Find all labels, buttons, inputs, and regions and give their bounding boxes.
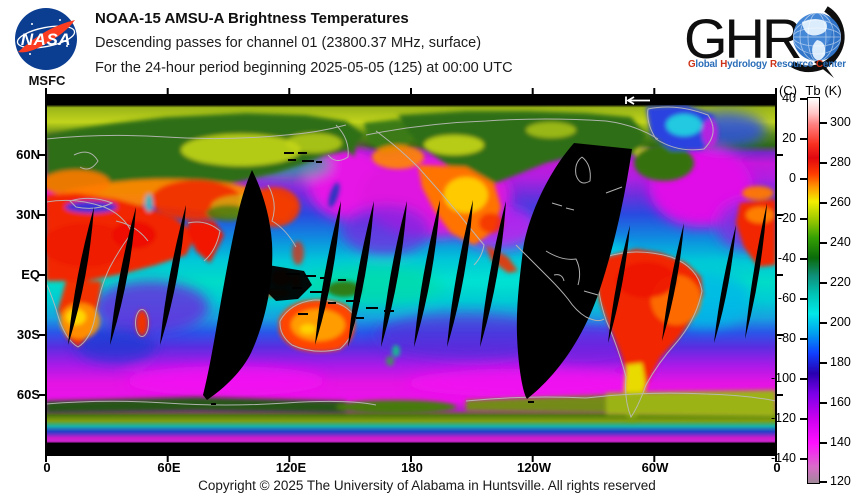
lon-label-120w: 120W [517, 460, 551, 475]
celsius-tick-label: 0 [789, 171, 796, 185]
copyright-notice: Copyright © 2025 The University of Alaba… [198, 478, 656, 493]
colorbar-quantity-label: Tb [805, 83, 821, 98]
colorbar-gradient [807, 97, 820, 484]
tagline-lead: C [816, 59, 823, 70]
celsius-tick-label: 20 [782, 131, 796, 145]
lat-label-30n: 30N [16, 207, 40, 222]
svg-text:NASA: NASA [21, 30, 71, 49]
kelvin-tick-label: 300 [830, 115, 851, 129]
celsius-tick-label: -140 [770, 451, 796, 465]
ghrc-tagline: Global Hydrology Resource Center [688, 59, 854, 70]
celsius-tick-label: -40 [777, 251, 796, 265]
kelvin-tick-label: 120 [830, 474, 851, 488]
kelvin-tick-label: 280 [830, 155, 851, 169]
lat-label-60s: 60S [16, 387, 40, 402]
kelvin-tick-label: 260 [830, 195, 851, 209]
colorbar-kelvin-unit: (K) [824, 83, 842, 98]
lat-label-60n: 60N [16, 147, 40, 162]
celsius-tick-label: -100 [770, 371, 796, 385]
lon-label-180: 180 [401, 460, 423, 475]
subtitle-period: For the 24-hour period beginning 2025-05… [95, 60, 513, 76]
msfc-label: MSFC [28, 73, 66, 88]
lon-label-0w: 0 [43, 460, 51, 475]
kelvin-tick-label: 140 [830, 435, 851, 449]
tagline-rest: esource [776, 59, 814, 70]
celsius-tick-label: 40 [782, 91, 796, 105]
tagline-lead: H [720, 59, 728, 70]
lon-label-0e: 0 [773, 460, 781, 475]
kelvin-tick-label: 180 [830, 355, 851, 369]
kelvin-tick-label: 240 [830, 235, 851, 249]
lon-label-60w: 60W [641, 460, 669, 475]
ghrc-logo: GHR [686, 6, 845, 78]
colorbar-celsius-unit: (C) [778, 83, 798, 98]
tagline-lead: R [769, 59, 777, 70]
tagline-rest: enter [822, 59, 846, 70]
celsius-tick-label: -80 [777, 331, 796, 345]
tagline-rest: ydrology [727, 59, 767, 70]
kelvin-tick-label: 220 [830, 275, 851, 289]
latitude-ticks [39, 154, 783, 396]
map-frame [39, 88, 783, 462]
coastlines [46, 106, 776, 419]
tagline-lead: G [688, 59, 696, 70]
lon-label-60e: 60E [157, 460, 181, 475]
kelvin-tick-label: 200 [830, 315, 851, 329]
map-raster [46, 95, 776, 455]
celsius-tick-label: -20 [777, 211, 796, 225]
subtitle-channel: Descending passes for channel 01 (23800.… [95, 35, 482, 51]
tagline-rest: lobal [695, 59, 718, 70]
kelvin-tick-label: 160 [830, 395, 851, 409]
coastlines-over-swath [515, 156, 623, 322]
page-title: NOAA-15 AMSU-A Brightness Temperatures [95, 10, 409, 27]
celsius-tick-label: -120 [770, 411, 796, 425]
left-arrow-icon [625, 96, 650, 105]
brightness-temperature-map [39, 88, 783, 462]
nasa-meatball-logo: NASA [15, 8, 77, 70]
no-data-swaths [68, 95, 767, 405]
lat-label-eq: EQ [21, 267, 40, 282]
lat-label-30s: 30S [16, 327, 40, 342]
lon-label-120e: 120E [275, 460, 307, 475]
ghrc-letters: GHR [686, 7, 800, 70]
celsius-tick-label: -60 [777, 291, 796, 305]
longitude-ticks [45, 88, 777, 462]
globe-icon [790, 6, 845, 78]
